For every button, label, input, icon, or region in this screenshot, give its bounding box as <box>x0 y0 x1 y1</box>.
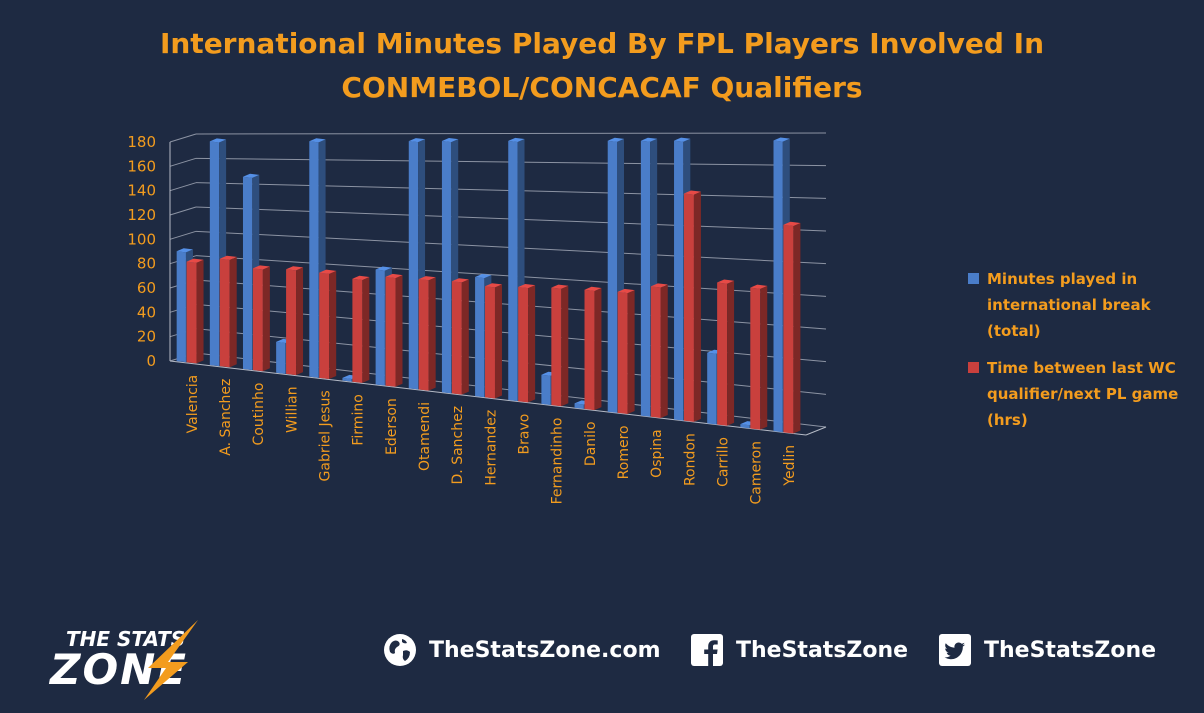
bar-time-11 <box>551 284 569 407</box>
x-tick-label: Willian <box>284 386 300 433</box>
logo-line-2: ZONE <box>48 645 188 694</box>
footer: THE STATS ZONE TheStatsZone.com TheStats… <box>0 600 1204 713</box>
bar-time-9 <box>485 283 502 399</box>
x-tick-label: Danilo <box>583 421 599 466</box>
y-axis-tick-labels: 0 20 40 60 80 100 120 140 160 180 <box>127 133 156 370</box>
bar-time-10 <box>518 283 536 403</box>
legend-label-minutes: Minutes played in international break (t… <box>987 270 1151 340</box>
y-tick-label: 160 <box>127 157 156 175</box>
bar-time-18 <box>783 221 801 434</box>
side-gridline-180 <box>169 133 197 143</box>
bar-time-2 <box>252 265 270 372</box>
x-tick-label: Bravo <box>517 414 533 455</box>
x-tick-label: Romero <box>616 425 632 479</box>
chart-title-line-2: CONMEBOL/CONCACAF Qualifiers <box>341 71 863 104</box>
side-gridline-160 <box>169 157 197 167</box>
facebook-link[interactable]: TheStatsZone <box>690 633 908 667</box>
x-tick-label: Hernandez <box>483 410 499 486</box>
y-tick-label: 20 <box>137 328 156 346</box>
x-tick-label: Coutinho <box>251 383 267 446</box>
stats-zone-logo: THE STATS ZONE <box>48 620 198 700</box>
x-tick-label: Ederson <box>384 398 400 455</box>
x-tick-label: Firmino <box>351 394 367 445</box>
chart-title: International Minutes Played By FPL Play… <box>0 22 1204 110</box>
y-tick-label: 60 <box>137 279 156 297</box>
globe-icon <box>384 634 416 666</box>
y-tick-label: 40 <box>137 303 156 321</box>
legend-swatch-minutes <box>968 273 979 284</box>
bar-time-16 <box>717 279 735 426</box>
bar-time-6 <box>385 273 403 387</box>
bar-time-5 <box>352 275 370 383</box>
y-tick-label: 120 <box>127 206 156 224</box>
x-tick-label: Gabriel Jesus <box>318 390 334 481</box>
logo-line-1: THE STATS <box>66 627 185 651</box>
x-axis-line <box>169 360 807 436</box>
bar-time-0 <box>186 258 204 364</box>
x-tick-label: Fernandinho <box>550 418 566 505</box>
twitter-label: TheStatsZone <box>984 637 1157 663</box>
y-tick-label: 0 <box>146 352 156 370</box>
bar-chart-3d: 0 20 40 60 80 100 120 140 160 180 Valencia A. Sanc… <box>127 132 827 505</box>
x-tick-label: Rondon <box>682 433 698 486</box>
x-tick-label: Valencia <box>185 375 201 434</box>
floor-edge-right <box>805 426 827 436</box>
bar-time-3 <box>286 266 304 376</box>
bar-time-1 <box>219 255 237 368</box>
twitter-link[interactable]: TheStatsZone <box>938 633 1156 667</box>
y-tick-label: 140 <box>127 182 156 200</box>
x-tick-label: Carrillo <box>715 437 731 487</box>
facebook-icon <box>691 634 723 666</box>
side-gridline-100 <box>169 230 197 240</box>
x-tick-label: D. Sanchez <box>450 406 466 485</box>
bars <box>176 137 801 434</box>
chart-title-line-1: International Minutes Played By FPL Play… <box>159 27 1045 60</box>
bar-time-14 <box>650 283 668 418</box>
bar-time-8 <box>451 278 469 395</box>
legend-label-time: Time between last WC qualifier/next PL g… <box>987 359 1179 429</box>
legend-item-minutes: Minutes played in international break (t… <box>968 266 1193 344</box>
facebook-label: TheStatsZone <box>736 637 909 663</box>
website-label: TheStatsZone.com <box>429 637 661 663</box>
bar-time-17 <box>750 284 768 430</box>
bar-time-7 <box>418 276 436 391</box>
bar-time-15 <box>683 190 701 422</box>
x-tick-label: A. Sanchez <box>218 379 234 456</box>
bar-time-4 <box>319 269 337 379</box>
side-gridline-140 <box>169 182 197 192</box>
x-tick-label: Otamendi <box>417 402 433 471</box>
x-tick-label: Yedlin <box>782 445 798 487</box>
y-tick-label: 180 <box>127 133 156 151</box>
y-tick-label: 80 <box>137 255 156 273</box>
website-link[interactable]: TheStatsZone.com <box>383 633 661 667</box>
side-gridline-120 <box>169 206 197 216</box>
x-axis-category-labels: Valencia A. Sanchez Coutinho Willian Gabriel… <box>185 375 798 505</box>
x-tick-label: Ospina <box>649 429 665 478</box>
x-tick-label: Cameron <box>749 441 765 505</box>
axes <box>169 142 827 436</box>
legend-item-time: Time between last WC qualifier/next PL g… <box>968 355 1193 433</box>
bar-time-13 <box>617 288 635 415</box>
twitter-icon <box>939 634 971 666</box>
gridline-180 <box>195 132 827 135</box>
legend-swatch-time <box>968 362 979 373</box>
bar-time-12 <box>584 286 602 411</box>
y-tick-label: 100 <box>127 230 156 248</box>
